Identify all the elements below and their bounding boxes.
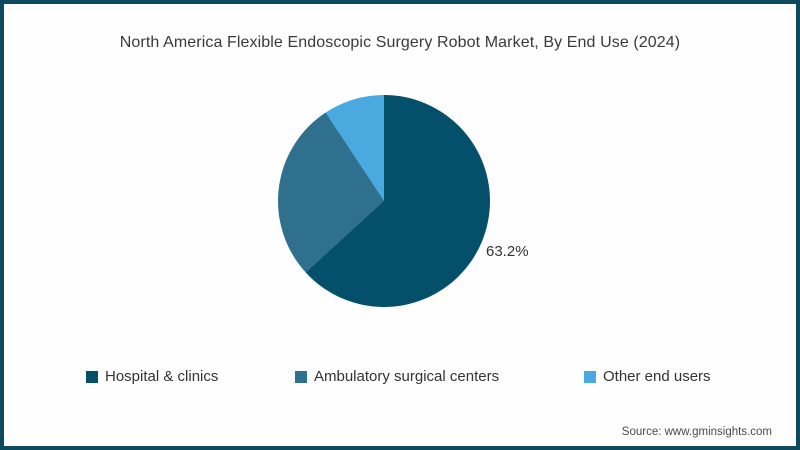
pie-chart: [278, 95, 490, 307]
source-attribution: Source: www.gminsights.com: [621, 426, 772, 438]
legend-label-hospital-clinics: Hospital & clinics: [105, 368, 219, 385]
legend-item-hospital-clinics: Hospital & clinics: [86, 368, 218, 385]
legend-swatch-other-end-users: [584, 370, 596, 383]
legend-swatch-hospital-clinics: [86, 370, 98, 383]
legend-swatch-ambulatory-surgical-centers: [295, 370, 307, 383]
legend-item-ambulatory-surgical-centers: Ambulatory surgical centers: [295, 368, 499, 385]
legend-item-other-end-users: Other end users: [584, 368, 711, 385]
pie-slice-value-label: 63.2%: [486, 243, 529, 260]
legend-label-ambulatory-surgical-centers: Ambulatory surgical centers: [314, 368, 500, 385]
legend: Hospital & clinics Ambulatory surgical c…: [4, 368, 796, 390]
legend-label-other-end-users: Other end users: [603, 368, 711, 385]
chart-title: North America Flexible Endoscopic Surger…: [119, 34, 681, 51]
